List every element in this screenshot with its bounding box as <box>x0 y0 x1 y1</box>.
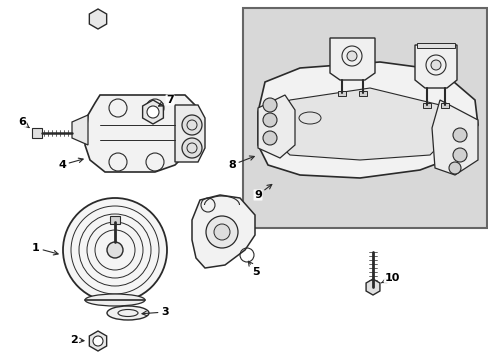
Bar <box>110 216 120 224</box>
Text: 3: 3 <box>142 307 168 317</box>
Polygon shape <box>85 95 195 172</box>
Polygon shape <box>258 95 294 158</box>
Text: 1: 1 <box>32 243 58 255</box>
Bar <box>440 103 448 108</box>
Polygon shape <box>89 9 106 29</box>
Circle shape <box>182 115 202 135</box>
Polygon shape <box>431 100 477 175</box>
Circle shape <box>93 336 103 346</box>
Circle shape <box>448 162 460 174</box>
Polygon shape <box>89 331 106 351</box>
Text: 8: 8 <box>228 156 254 170</box>
Bar <box>358 91 366 96</box>
Bar <box>422 103 430 108</box>
Text: 5: 5 <box>248 261 259 277</box>
Ellipse shape <box>85 294 145 306</box>
Polygon shape <box>366 279 379 295</box>
Circle shape <box>263 98 276 112</box>
Text: 10: 10 <box>381 273 399 283</box>
Circle shape <box>182 138 202 158</box>
Text: 4: 4 <box>58 158 83 170</box>
Bar <box>32 128 42 138</box>
Polygon shape <box>258 62 477 178</box>
Text: 6: 6 <box>18 117 29 127</box>
Bar <box>416 43 454 48</box>
Ellipse shape <box>107 306 149 320</box>
Circle shape <box>452 128 466 142</box>
Text: 7: 7 <box>158 95 174 106</box>
Polygon shape <box>175 105 204 162</box>
Bar <box>337 91 346 96</box>
Circle shape <box>214 224 229 240</box>
Circle shape <box>107 242 123 258</box>
Circle shape <box>263 131 276 145</box>
Bar <box>243 8 486 228</box>
Circle shape <box>452 148 466 162</box>
Text: 9: 9 <box>254 184 271 200</box>
Circle shape <box>263 113 276 127</box>
Circle shape <box>63 198 167 302</box>
Polygon shape <box>192 195 254 268</box>
Circle shape <box>430 60 440 70</box>
Text: 2: 2 <box>70 335 84 345</box>
Polygon shape <box>329 38 374 80</box>
Circle shape <box>147 106 159 118</box>
Circle shape <box>205 216 238 248</box>
Circle shape <box>346 51 356 61</box>
Polygon shape <box>271 88 454 160</box>
Polygon shape <box>142 100 163 124</box>
Polygon shape <box>72 115 88 145</box>
Polygon shape <box>414 45 456 88</box>
